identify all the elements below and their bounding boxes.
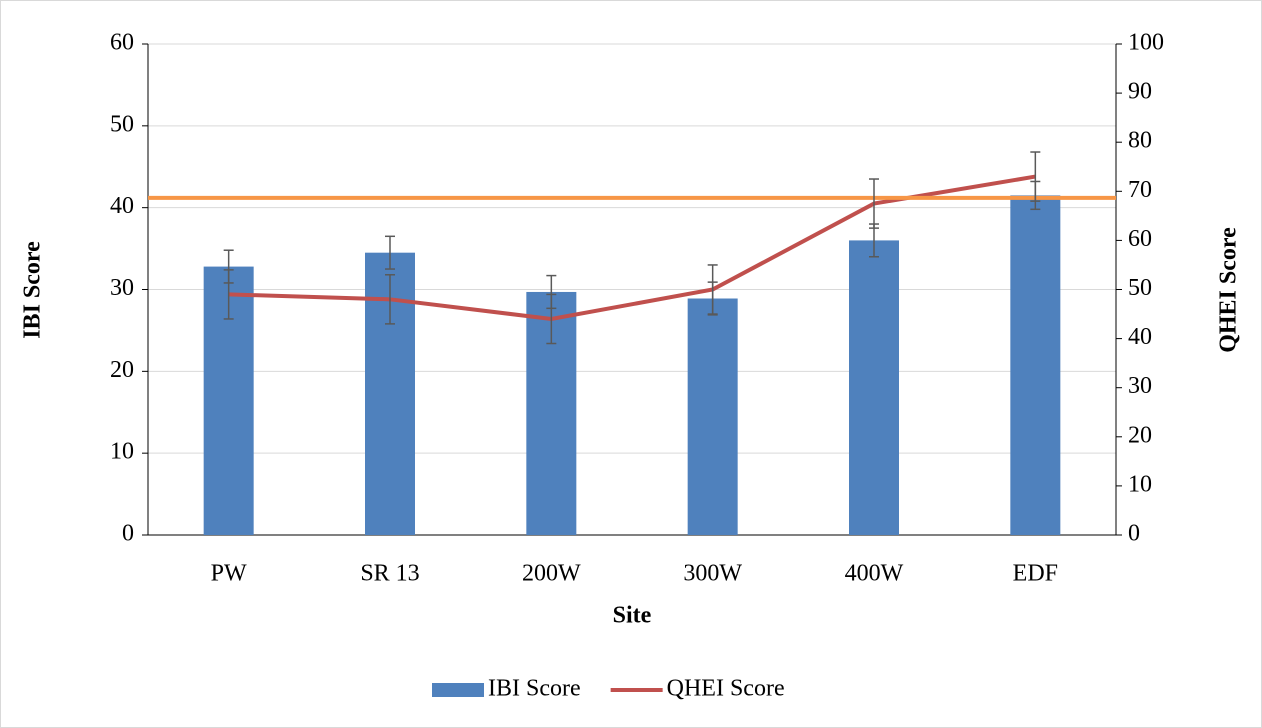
y-tick-label: 0 (122, 521, 134, 547)
y-tick-label: 60 (110, 30, 134, 56)
error-bar (385, 235, 395, 270)
y-tick-label: 50 (110, 111, 134, 137)
x-tick-label: EDF (1013, 561, 1058, 587)
x-tick-label: PW (211, 561, 247, 587)
y2-tick-label: 80 (1128, 128, 1152, 154)
y2-tick-label: 10 (1128, 471, 1152, 497)
error-bar (223, 269, 234, 320)
y2-tick-label: 70 (1128, 177, 1152, 203)
legend-label: IBI Score (488, 676, 581, 702)
legend-swatch (432, 683, 484, 697)
x-tick-label: SR 13 (360, 561, 419, 587)
y2-tick-label: 60 (1128, 226, 1152, 252)
bar (1010, 195, 1061, 535)
y2-tick-label: 100 (1128, 30, 1164, 56)
x-tick-label: 200W (522, 561, 581, 587)
y-tick-label: 30 (110, 275, 134, 301)
y2-tick-label: 30 (1128, 373, 1152, 399)
y2-tick-label: 0 (1128, 521, 1140, 547)
y-tick-label: 40 (110, 193, 134, 219)
error-bar (546, 293, 557, 345)
error-bar (869, 178, 879, 229)
x-tick-label: 300W (683, 561, 742, 587)
y-axis-title: IBI Score (20, 241, 46, 339)
y2-tick-label: 40 (1128, 324, 1152, 350)
y-tick-label: 20 (110, 357, 134, 383)
bar (687, 298, 738, 535)
error-bar (707, 264, 718, 315)
error-bar (385, 274, 395, 325)
y2-tick-label: 20 (1128, 422, 1152, 448)
y2-tick-label: 90 (1128, 79, 1152, 105)
x-tick-label: 400W (845, 561, 904, 587)
y2-axis-title: QHEI Score (1216, 227, 1242, 353)
x-axis-title: Site (613, 603, 652, 629)
y2-tick-label: 50 (1128, 275, 1152, 301)
y-tick-label: 10 (110, 439, 134, 465)
error-bar (1030, 151, 1041, 202)
bar (849, 240, 899, 535)
legend-label: QHEI Score (667, 676, 785, 702)
